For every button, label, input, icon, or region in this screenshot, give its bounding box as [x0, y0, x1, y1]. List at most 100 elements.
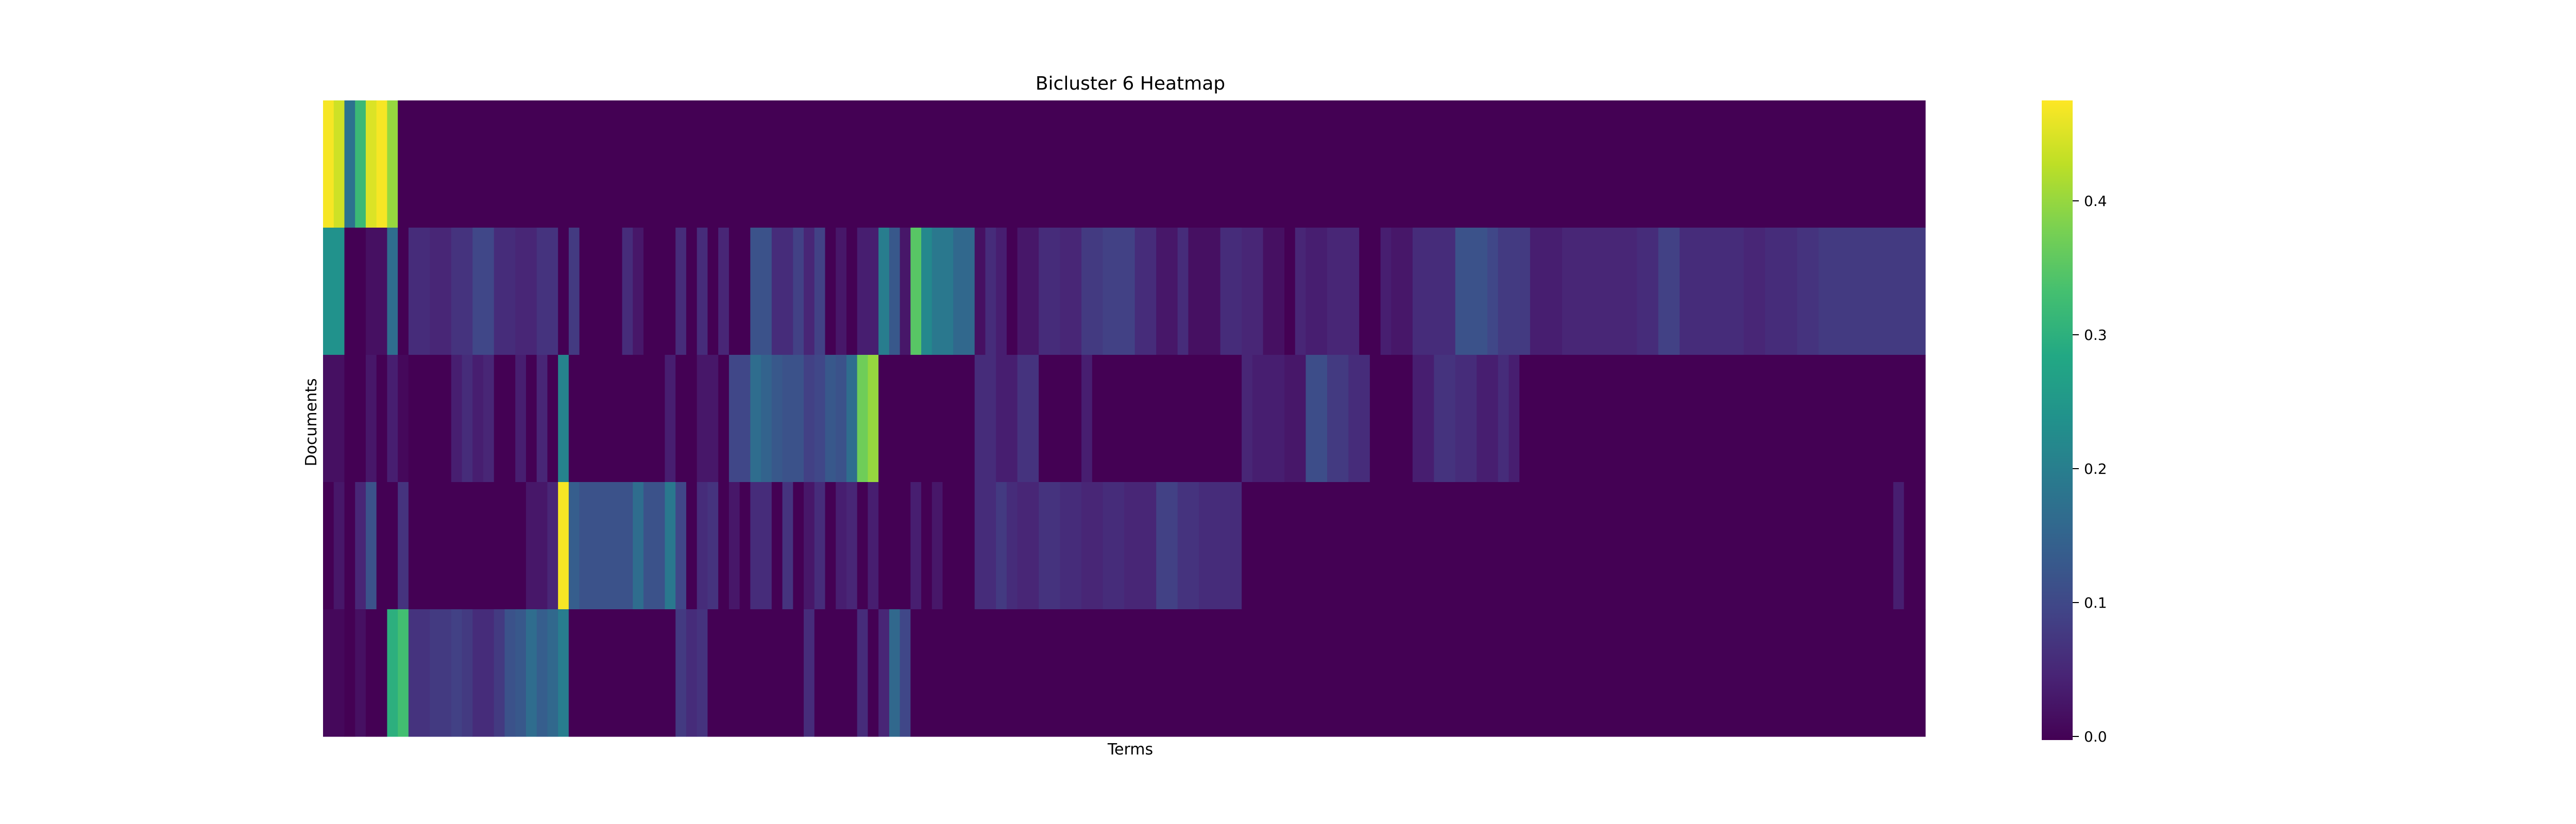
heatmap-cell — [825, 228, 836, 355]
heatmap-cell — [536, 228, 558, 355]
heatmap-cell — [1060, 228, 1082, 355]
heatmap-cell — [804, 482, 815, 610]
heatmap-cell — [1081, 482, 1104, 610]
heatmap-cell — [814, 228, 826, 355]
heatmap-cell — [1765, 228, 1798, 355]
heatmap-cell — [579, 482, 601, 610]
heatmap-cell — [494, 228, 516, 355]
heatmap-cell — [1658, 228, 1680, 355]
heatmap-cell — [1177, 482, 1199, 610]
heatmap-cell — [697, 482, 708, 610]
heatmap-cell — [558, 482, 569, 610]
heatmap-cell — [728, 482, 740, 610]
heatmap-cell — [1295, 228, 1307, 355]
heatmap-cell — [1017, 482, 1039, 610]
colorbar-tick-label: 0.2 — [2084, 460, 2107, 477]
heatmap-cell — [430, 355, 452, 483]
heatmap-cell — [1434, 355, 1456, 483]
heatmap-cell — [365, 355, 377, 483]
heatmap-cell — [804, 355, 815, 483]
heatmap-grid — [323, 100, 1926, 737]
heatmap-cell — [868, 228, 879, 355]
heatmap-cell — [1562, 228, 1595, 355]
heatmap-cell — [1594, 228, 1637, 355]
heatmap-cell — [323, 100, 334, 228]
heatmap-cell — [675, 482, 687, 610]
heatmap-cell — [568, 355, 666, 483]
colorbar-ticks: 0.0 0.1 0.2 0.3 0.4 — [2073, 193, 2107, 745]
heatmap-cell — [1818, 228, 1926, 355]
heatmap-cell — [974, 228, 986, 355]
heatmap-cell — [996, 228, 1007, 355]
heatmap-cell — [601, 482, 633, 610]
heatmap-cell — [376, 355, 387, 483]
heatmap-cell — [910, 609, 1926, 737]
heatmap-cell — [1284, 355, 1307, 483]
heatmap-cell — [1359, 228, 1381, 355]
heatmap-cell — [814, 482, 826, 610]
heatmap-cell — [857, 355, 868, 483]
heatmap-cell — [323, 482, 334, 610]
heatmap-cell — [387, 609, 398, 737]
heatmap-cell — [900, 228, 911, 355]
heatmap-cell — [1263, 228, 1285, 355]
heatmap-cell — [675, 228, 687, 355]
heatmap-cell — [686, 228, 698, 355]
heatmap-cell — [355, 482, 366, 610]
heatmap-cell — [558, 228, 569, 355]
heatmap-cell — [633, 228, 644, 355]
colorbar-tick-label: 0.0 — [2084, 728, 2107, 745]
heatmap-cell — [846, 355, 858, 483]
heatmap-cell — [771, 228, 793, 355]
heatmap-cell — [1455, 228, 1488, 355]
heatmap-cell — [931, 228, 954, 355]
heatmap-cell — [910, 228, 922, 355]
heatmap-cell — [536, 355, 548, 483]
heatmap-cell — [1369, 355, 1413, 483]
heatmap-cell — [1348, 355, 1370, 483]
heatmap-cell — [1156, 228, 1178, 355]
heatmap-cell — [408, 609, 430, 737]
heatmap-cell — [1498, 355, 1509, 483]
heatmap-cell — [825, 355, 836, 483]
heatmap-cell — [451, 355, 463, 483]
heatmap-cell — [953, 228, 975, 355]
heatmap-cell — [857, 482, 868, 610]
heatmap-cell — [344, 355, 366, 483]
heatmap-cell — [868, 355, 879, 483]
heatmap-cell — [804, 609, 815, 737]
heatmap-cell — [846, 228, 858, 355]
heatmap-cell — [654, 482, 666, 610]
heatmap-cell — [333, 482, 345, 610]
heatmap-cell — [1477, 355, 1499, 483]
heatmap-cell — [1412, 228, 1424, 355]
heatmap-cell — [836, 228, 847, 355]
heatmap-cell — [857, 609, 868, 737]
heatmap-cell — [344, 228, 366, 355]
heatmap-cell — [387, 100, 398, 228]
heatmap-cell — [878, 482, 890, 610]
heatmap-cell — [376, 482, 387, 610]
heatmap-cell — [398, 100, 1926, 228]
heatmap-cell — [1103, 228, 1136, 355]
heatmap-cell — [1242, 355, 1253, 483]
heatmap-cell — [1039, 228, 1061, 355]
heatmap-cell — [814, 609, 858, 737]
heatmap-cell — [718, 482, 730, 610]
heatmap-cell — [1284, 228, 1296, 355]
heatmap-cell — [333, 100, 345, 228]
heatmap-cell — [707, 482, 719, 610]
heatmap-cell — [387, 228, 398, 355]
heatmap-cell — [323, 609, 345, 737]
heatmap-cell — [526, 355, 537, 483]
heatmap-cell — [568, 482, 580, 610]
heatmap-cell — [398, 355, 409, 483]
heatmap-cell — [953, 482, 975, 610]
heatmap-cell — [526, 609, 537, 737]
heatmap-cell — [739, 482, 751, 610]
heatmap-cell — [1637, 228, 1659, 355]
heatmap-cell — [365, 609, 377, 737]
heatmap-cell — [398, 228, 409, 355]
heatmap-cell — [889, 355, 975, 483]
